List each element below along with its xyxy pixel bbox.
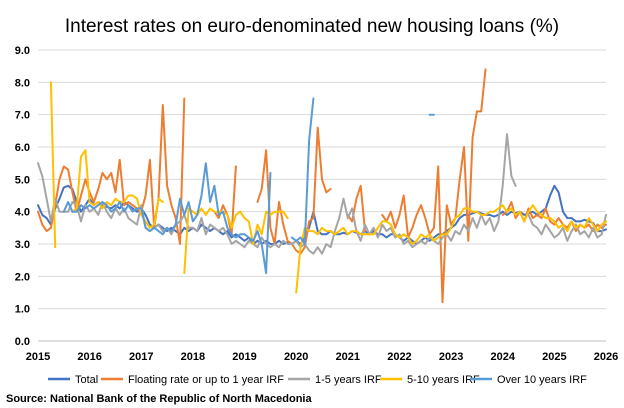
series-line-5 — [62, 97, 435, 275]
x-tick-label: 2019 — [232, 351, 256, 363]
y-tick-label: 6.0 — [15, 142, 30, 154]
series-line-2 — [37, 68, 607, 304]
x-tick-label: 2022 — [387, 351, 411, 363]
y-tick-label: 0.0 — [15, 336, 30, 348]
legend-label: 1-5 years IRF — [315, 374, 382, 386]
y-tick-label: 7.0 — [15, 110, 30, 122]
series-line-4 — [49, 81, 607, 294]
y-tick-label: 8.0 — [15, 77, 30, 89]
legend-label: 5-10 years IRF — [407, 374, 480, 386]
x-tick-label: 2017 — [129, 351, 153, 363]
x-tick-label: 2021 — [336, 351, 360, 363]
series-lines — [37, 68, 607, 304]
series-line-3 — [37, 133, 607, 255]
series-line-1 — [37, 184, 607, 245]
legend-label: Total — [75, 374, 98, 386]
y-axis-tick-labels: 0.0 1.0 2.0 3.0 4.0 5.0 6.0 7.0 8.0 9.0 — [15, 45, 30, 348]
y-tick-label: 2.0 — [15, 271, 30, 283]
x-tick-label: 2024 — [490, 351, 515, 363]
legend-label: Over 10 years IRF — [497, 374, 587, 386]
x-axis-tick-labels: 2015 2016 2017 2018 2019 2020 2021 2022 2023 2024… — [26, 351, 618, 363]
y-tick-label: 4.0 — [15, 207, 30, 219]
legend: Total Floating rate or up to 1 year IRF 1-… — [48, 374, 587, 386]
x-tick-label: 2015 — [26, 351, 50, 363]
source-note: Source: National Bank of the Republic of… — [6, 393, 312, 405]
x-tick-label: 2016 — [77, 351, 101, 363]
legend-label: Floating rate or up to 1 year IRF — [128, 374, 284, 386]
y-tick-label: 3.0 — [15, 239, 30, 251]
chart-title: Interest rates on euro-denominated new h… — [65, 16, 559, 37]
x-tick-label: 2025 — [542, 351, 566, 363]
x-tick-label: 2018 — [181, 351, 205, 363]
x-tick-label: 2026 — [594, 351, 618, 363]
y-tick-label: 5.0 — [15, 174, 30, 186]
y-tick-label: 9.0 — [15, 45, 30, 57]
x-tick-label: 2020 — [284, 351, 308, 363]
y-tick-label: 1.0 — [15, 304, 30, 316]
x-tick-label: 2023 — [439, 351, 463, 363]
